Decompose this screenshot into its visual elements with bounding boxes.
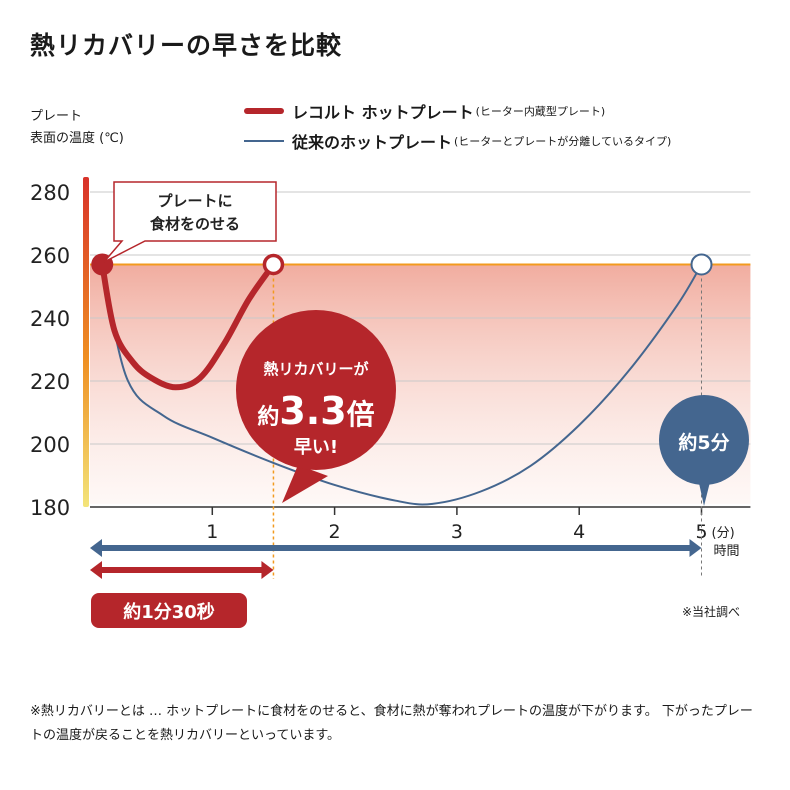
y-tick-label-280: 280 bbox=[30, 181, 70, 205]
legend-item-recolte: レコルト ホットプレート (ヒーター内蔵型プレート) bbox=[244, 96, 671, 126]
x-tick-label-4: 4 bbox=[573, 521, 585, 543]
x-axis-label: 時間 bbox=[714, 544, 740, 559]
legend-sublabel-recolte: (ヒーター内蔵型プレート) bbox=[475, 105, 606, 118]
legend-sublabel-conventional: (ヒーターとプレートが分離しているタイプ) bbox=[454, 135, 672, 148]
x-axis-unit: (分) bbox=[712, 526, 735, 541]
bubble-line2: 約3.3倍 bbox=[257, 389, 374, 433]
series-line-recolte bbox=[99, 261, 277, 391]
footnote: ※熱リカバリーとは … ホットプレートに食材をのせると、食材に熱が奪われプレート… bbox=[30, 704, 753, 743]
recolte-end-marker bbox=[262, 253, 285, 276]
y-tick-label-180: 180 bbox=[30, 496, 70, 520]
y-tick-label-200: 200 bbox=[30, 433, 70, 457]
y-tick-label-220: 220 bbox=[30, 370, 70, 394]
five-minute-arrow-head-left bbox=[90, 539, 102, 557]
duration-pill bbox=[91, 593, 247, 628]
y-axis-label-line2: 表面の温度 (℃) bbox=[30, 131, 124, 146]
blue-bubble-label: 約5分 bbox=[678, 431, 729, 454]
speed-bubble bbox=[236, 310, 396, 470]
bubble-tail bbox=[282, 465, 328, 503]
legend-label-conventional: 従来のホットプレート bbox=[292, 133, 453, 152]
five-minute-bubble bbox=[659, 395, 749, 485]
chart-title: 熱リカバリーの早さを比較 bbox=[30, 31, 343, 60]
legend-swatch-conventional bbox=[244, 140, 284, 142]
five-minute-arrow-head-right bbox=[689, 539, 702, 557]
source-note: ※当社調べ bbox=[682, 605, 741, 619]
callout-line2: 食材をのせる bbox=[150, 215, 240, 233]
y-tick-label-260: 260 bbox=[30, 244, 70, 268]
legend-item-conventional: 従来のホットプレート (ヒーターとプレートが分離しているタイプ) bbox=[244, 126, 671, 156]
y-axis-label-line1: プレート bbox=[30, 109, 83, 124]
duration-pill-label: 約1分30秒 bbox=[123, 601, 215, 623]
legend-label-recolte: レコルト ホットプレート bbox=[292, 103, 474, 122]
legend: レコルト ホットプレート (ヒーター内蔵型プレート) 従来のホットプレート (ヒ… bbox=[244, 96, 671, 156]
ninety-second-arrow-head-right bbox=[261, 561, 274, 579]
series-line-conventional bbox=[101, 263, 703, 506]
y-axis-color-bar bbox=[83, 177, 89, 507]
recovery-temperature-band bbox=[90, 264, 751, 504]
bubble-line3: 早い! bbox=[294, 437, 338, 458]
legend-swatch-recolte bbox=[244, 108, 284, 114]
callout-line1: プレートに bbox=[157, 192, 232, 210]
y-axis-label: プレート 表面の温度 (℃) bbox=[30, 106, 124, 150]
y-tick-label-240: 240 bbox=[30, 307, 70, 331]
x-tick-label-1: 1 bbox=[206, 521, 218, 543]
conventional-end-marker bbox=[690, 253, 713, 276]
x-tick-label-2: 2 bbox=[329, 521, 341, 543]
x-tick-label-3: 3 bbox=[451, 521, 463, 543]
callout-box bbox=[103, 181, 277, 263]
ninety-second-arrow-head-left bbox=[90, 561, 102, 579]
bubble-line1: 熱リカバリーが bbox=[263, 360, 369, 378]
